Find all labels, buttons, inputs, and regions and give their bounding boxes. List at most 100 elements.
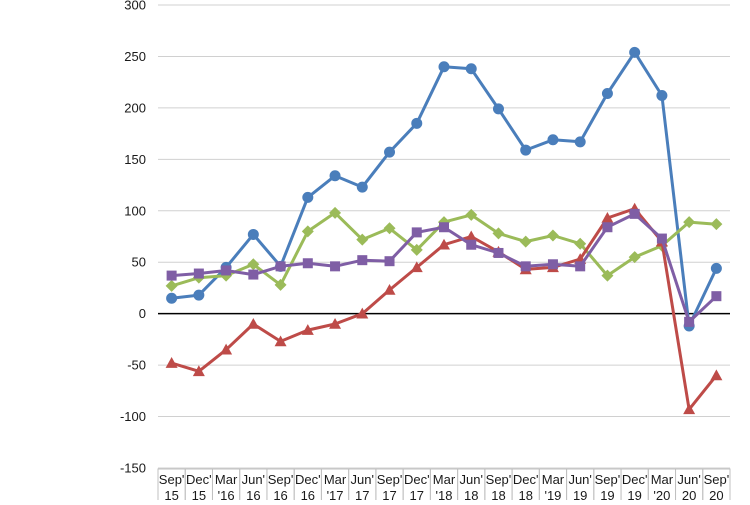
data-point-green [519,235,532,248]
data-point-red [601,211,614,223]
data-point-green [301,225,314,238]
data-point-green [356,233,369,246]
x-tick-label: Dec' [186,472,212,487]
data-point-blue [302,191,314,203]
data-point-purple [439,222,449,233]
data-point-blue [166,292,178,304]
x-tick-label: Dec' [622,472,648,487]
data-point-blue [656,90,668,102]
y-tick-label: 150 [124,152,146,167]
x-tick-label-year: 16 [246,488,260,500]
x-tick-label: Sep' [704,472,730,487]
data-point-purple [248,269,259,280]
y-tick-label: 300 [124,0,146,13]
y-tick-label: -50 [127,358,146,373]
x-tick-label-year: 15 [164,488,178,500]
x-tick-label-year: '19 [544,488,561,500]
x-tick-label-year: 17 [355,488,369,500]
data-point-purple [575,261,586,272]
data-point-blue [329,170,341,182]
x-tick-label: Sep' [377,472,403,487]
data-point-blue [438,61,450,73]
data-point-purple [357,255,368,266]
data-point-blue [492,103,504,115]
x-tick-label-year: '18 [436,488,453,500]
data-point-red [438,238,450,250]
data-point-green [574,237,587,250]
x-tick-label-year: 16 [301,488,315,500]
data-point-blue [601,87,613,99]
y-tick-label: 100 [124,203,146,218]
x-tick-label-year: 20 [682,488,696,500]
data-point-blue [547,134,559,146]
data-point-green [274,278,287,291]
data-point-red [710,369,723,381]
data-point-green [492,227,505,240]
data-point-purple [221,265,232,276]
data-point-purple [411,227,422,238]
x-tick-label: Mar [542,472,565,487]
data-point-green [329,206,342,219]
data-point-blue [356,181,368,193]
data-point-green [383,222,396,235]
x-tick-label-year: 19 [573,488,587,500]
x-tick-label-year: 19 [600,488,614,500]
x-tick-label: Jun' [242,472,265,487]
x-tick-label: Mar [215,472,238,487]
series-line-blue [170,50,718,328]
data-point-red [165,357,178,368]
data-point-green [465,208,478,221]
x-tick-label: Dec' [404,472,430,487]
data-point-red [301,324,314,335]
x-tick-label: Mar [324,472,347,487]
x-tick-label: Dec' [295,472,321,487]
data-point-red [220,343,233,355]
data-point-red [383,284,396,295]
data-point-blue [710,262,722,274]
x-tick-label: Sep' [159,472,185,487]
x-tick-label: Mar [651,472,674,487]
y-tick-label: 0 [139,306,146,321]
data-point-blue [247,228,259,240]
data-point-purple [166,270,177,281]
data-point-blue [384,146,396,158]
data-point-red [410,261,423,273]
data-point-green [247,258,260,271]
data-point-red [465,230,478,242]
x-tick-label-year: '17 [327,488,344,500]
data-point-blue [629,46,641,58]
y-tick-label: 250 [124,49,146,64]
y-tick-label: -100 [120,409,146,424]
data-point-red [274,335,287,347]
x-tick-label: Jun' [351,472,374,487]
data-point-blue [520,144,532,156]
data-point-purple [384,256,395,267]
x-tick-label: Sep' [268,472,294,487]
data-point-green [165,279,178,292]
x-tick-label-year: 16 [273,488,287,500]
data-point-red [247,317,260,329]
data-point-purple [629,208,640,219]
y-tick-label: 50 [132,255,146,270]
data-point-red [356,307,369,319]
data-point-purple [493,247,504,258]
x-tick-label-year: 20 [709,488,723,500]
data-point-purple [547,259,558,270]
x-tick-label: Dec' [513,472,539,487]
x-tick-label-year: 18 [518,488,532,500]
x-tick-label: Mar [433,472,456,487]
x-tick-label: Sep' [595,472,621,487]
data-point-purple [520,261,531,272]
data-point-red [683,403,696,415]
data-point-blue [574,136,586,148]
x-tick-label-year: 18 [464,488,478,500]
x-tick-label-year: 19 [627,488,641,500]
data-point-red [329,317,342,329]
x-tick-label-year: 18 [491,488,505,500]
data-point-green [628,251,641,264]
data-point-red [192,365,205,377]
data-point-green [546,229,559,242]
data-point-green [710,218,723,231]
